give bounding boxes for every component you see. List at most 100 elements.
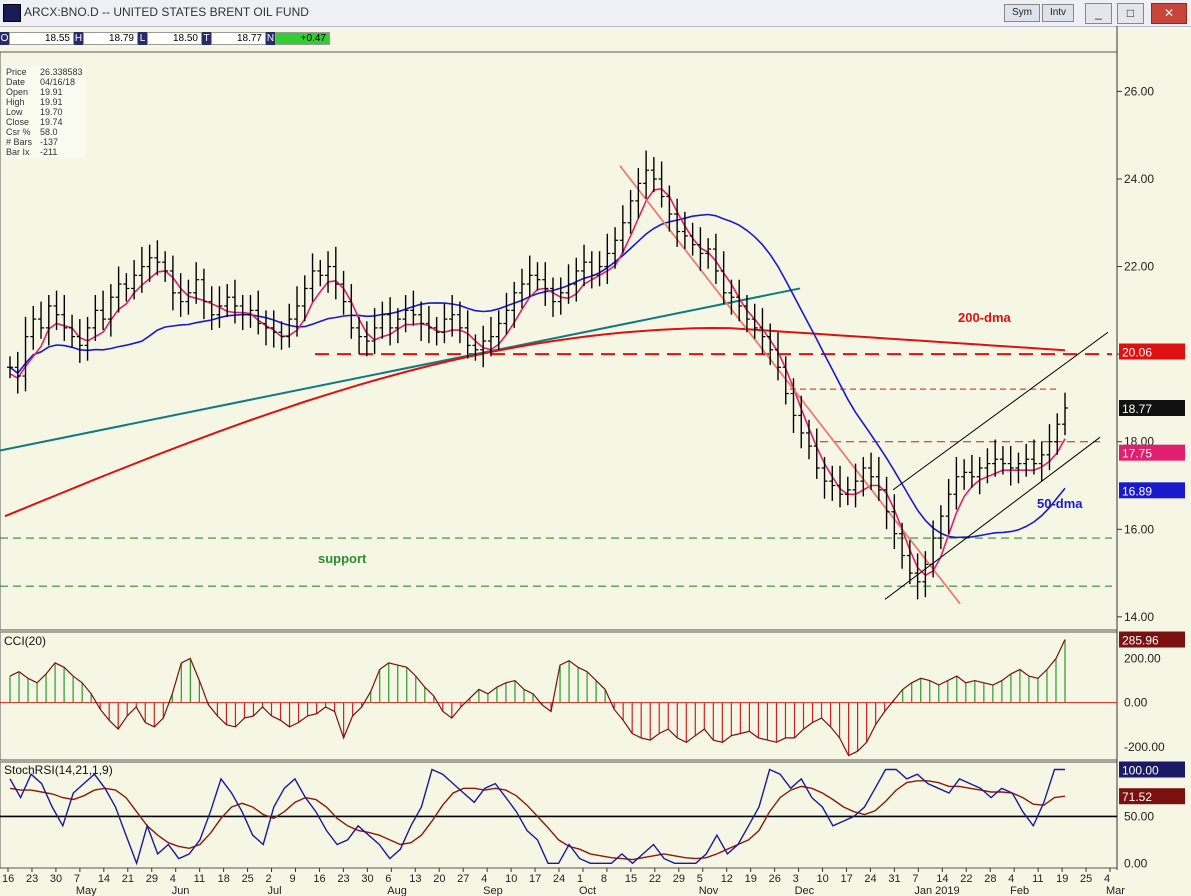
price-badge: [1119, 343, 1185, 360]
cursor-info-key: High: [6, 97, 25, 107]
price-bar: [301, 275, 308, 322]
price-bar: [317, 259, 324, 287]
interval-button[interactable]: Intv: [1042, 4, 1074, 22]
price-bar: [852, 463, 859, 508]
cursor-info-key: # Bars: [6, 137, 33, 147]
dma200-annotation: 200-dma: [958, 310, 1012, 325]
month-label: Oct: [579, 885, 596, 896]
x-axis-label: 25: [242, 873, 254, 885]
price-bar: [495, 310, 502, 350]
cursor-info-row: Bar Ix -211: [6, 147, 83, 157]
price-bar: [689, 222, 696, 256]
cursor-info-value: 19.74: [40, 117, 63, 127]
x-axis-label: 19: [1056, 873, 1068, 885]
price-bar: [829, 465, 836, 501]
price-bar: [503, 292, 510, 335]
cursor-info-value: 19.70: [40, 107, 63, 117]
stoch-axis-label: 50.00: [1124, 809, 1154, 823]
price-axis-label: 16.00: [1124, 522, 1154, 536]
price-bar: [573, 257, 580, 302]
x-axis-label: 12: [721, 873, 733, 885]
month-label: May: [76, 885, 97, 896]
price-bar: [945, 478, 952, 534]
price-bar: [387, 297, 394, 346]
x-axis-label: 18: [218, 873, 230, 885]
price-bar: [123, 273, 130, 302]
price-bar: [899, 522, 906, 569]
price-bar: [883, 476, 890, 530]
price-bar: [550, 277, 557, 317]
price-bar: [736, 279, 743, 322]
x-axis-label: 17: [529, 873, 541, 885]
price-bar: [619, 205, 626, 254]
price-bar: [208, 286, 215, 331]
month-label: Sep: [483, 885, 503, 896]
price-bar: [565, 264, 572, 304]
x-axis-label: 30: [50, 873, 62, 885]
cursor-info-box: Price 26.338583 Date 04/16/18 Open 19.91 High 1…: [3, 66, 86, 158]
x-axis-label: 11: [1032, 873, 1043, 885]
x-axis-label: 10: [817, 873, 829, 885]
x-axis-label: 13: [409, 873, 421, 885]
price-bar: [728, 279, 735, 315]
maximize-button[interactable]: □: [1117, 3, 1144, 24]
price-bar: [61, 295, 68, 341]
price-bar: [433, 316, 440, 346]
x-axis-label: 22: [960, 873, 972, 885]
price-bar: [84, 316, 91, 361]
price-bar: [868, 452, 875, 490]
price-bar: [100, 290, 107, 331]
price-bar: [270, 310, 277, 348]
x-axis-label: 14: [936, 873, 948, 885]
price-bar: [38, 301, 45, 339]
x-axis-label: 8: [601, 873, 607, 885]
stoch-fast-line: [9, 768, 1065, 866]
x-axis-label: 30: [361, 873, 373, 885]
x-axis-label: 6: [385, 873, 391, 885]
price-badge-label: 16.89: [1122, 484, 1152, 498]
cursor-info-value: 19.91: [40, 87, 63, 97]
price-bar: [914, 553, 921, 600]
window-title: ARCX:BNO.D -- UNITED STATES BRENT OIL FU…: [24, 5, 309, 19]
price-bar: [813, 428, 820, 479]
price-bar: [542, 262, 549, 306]
price-bar: [922, 551, 929, 598]
price-bar: [961, 459, 968, 490]
ohlc-readout: O 18.55 H 18.79 L 18.50 T 18.77 N +0.47: [0, 32, 330, 45]
price-bar: [844, 476, 851, 506]
price-bar: [394, 308, 401, 344]
price-badge: [1119, 482, 1185, 499]
cursor-info-value: 58.0: [40, 127, 58, 137]
cursor-info-row: Csr % 58.0: [6, 127, 83, 137]
x-axis-label: 24: [553, 873, 565, 885]
low-label: L: [138, 32, 147, 45]
price-bar: [131, 259, 138, 300]
price-bar: [720, 251, 727, 304]
x-axis-label: 25: [1080, 873, 1092, 885]
price-bar: [487, 316, 494, 357]
price-bar: [759, 308, 766, 355]
cci-axis-label: 200.00: [1124, 651, 1161, 665]
month-label: Feb: [1010, 885, 1029, 896]
cursor-info-key: Bar Ix: [6, 147, 30, 157]
price-bar: [92, 295, 99, 341]
price-bar: [999, 446, 1006, 475]
high-label: H: [74, 32, 83, 45]
price-bar: [697, 227, 704, 271]
price-bar: [782, 356, 789, 405]
price-bar: [286, 303, 293, 348]
x-axis-label: 11: [194, 873, 205, 885]
minimize-button[interactable]: _: [1085, 3, 1112, 24]
x-axis-label: 23: [26, 873, 38, 885]
x-axis-label: 16: [2, 873, 14, 885]
price-bar: [968, 454, 975, 488]
symbol-button[interactable]: Sym: [1004, 4, 1040, 22]
price-bar: [650, 157, 657, 193]
close-button[interactable]: ✕: [1151, 3, 1187, 24]
price-bar: [472, 334, 479, 361]
x-axis-label: 9: [289, 873, 295, 885]
x-axis-label: 16: [313, 873, 325, 885]
x-axis-label: 28: [984, 873, 996, 885]
x-axis-label: 29: [146, 873, 158, 885]
